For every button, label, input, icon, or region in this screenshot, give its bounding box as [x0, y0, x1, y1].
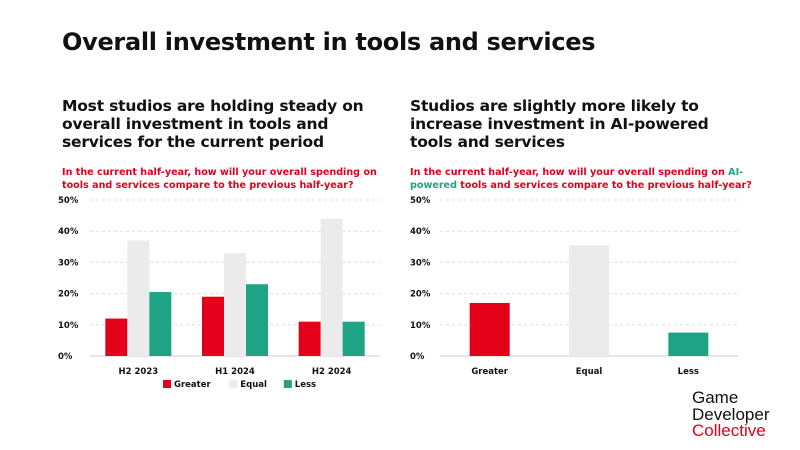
left-bar-equal [224, 253, 246, 356]
left-x-tick-label: H1 2024 [215, 367, 255, 377]
legend-label-greater: Greater [174, 380, 211, 390]
legend-swatch-equal [229, 380, 238, 388]
right-bar-less [668, 332, 709, 356]
left-chart-y-tick-label: 0% [58, 352, 73, 362]
left-bar-equal [127, 240, 150, 356]
question-text-part1: In the current half-year, how will your … [410, 167, 729, 178]
left-bar-greater [105, 318, 128, 356]
left-chart-heading: Most studios are holding steady on overa… [62, 97, 364, 151]
right-chart-question: In the current half-year, how will your … [410, 166, 755, 192]
legend-swatch-less [283, 380, 292, 388]
left-chart-question: In the current half-year, how will your … [62, 167, 377, 191]
left-chart-y-tick-label: 20% [58, 290, 79, 300]
legend-swatch-greater [163, 380, 171, 388]
left-bar-less [342, 321, 365, 356]
right-chart-y-tick-label: 50% [410, 196, 431, 206]
left-bar-equal [320, 218, 343, 356]
question-text-part2: tools and services compare to the previo… [456, 180, 752, 191]
right-chart-heading: Studios are slightly more likely to incr… [410, 97, 709, 151]
left-x-tick-label: H2 2023 [119, 367, 159, 377]
right-x-tick-label: Greater [471, 367, 508, 377]
right-chart-y-tick-label: 40% [410, 227, 431, 237]
legend-label-equal: Equal [240, 380, 267, 390]
brand-line-1: Game [692, 388, 739, 407]
right-chart-y-tick-label: 10% [410, 321, 431, 331]
question-highlight: AI-powered [410, 167, 744, 191]
left-chart-y-tick-label: 10% [58, 321, 79, 331]
left-bar-less [246, 284, 268, 356]
left-chart-y-tick-label: 50% [58, 196, 79, 206]
brand-line-2: Developer [692, 404, 770, 424]
left-bar-greater [298, 321, 321, 356]
right-chart-y-tick-label: 30% [410, 258, 431, 268]
right-x-tick-label: Equal [576, 367, 603, 377]
right-chart-y-tick-label: 20% [410, 290, 431, 300]
page-title: Overall investment in tools and services [62, 28, 596, 56]
left-x-tick-label: H2 2024 [312, 367, 352, 377]
right-chart-y-tick-label: 0% [410, 352, 425, 362]
left-chart-y-tick-label: 30% [58, 258, 79, 268]
left-chart-y-tick-label: 40% [58, 227, 79, 237]
left-bar-greater [202, 296, 224, 356]
right-x-tick-label: Less [678, 367, 699, 377]
right-bar-equal [569, 245, 609, 356]
brand-line-3: Collective [692, 421, 766, 440]
brand-logo: Game Developer Collective [692, 388, 770, 440]
legend-label-less: Less [295, 380, 316, 390]
left-bar-less [149, 292, 172, 356]
right-bar-greater [469, 302, 510, 356]
